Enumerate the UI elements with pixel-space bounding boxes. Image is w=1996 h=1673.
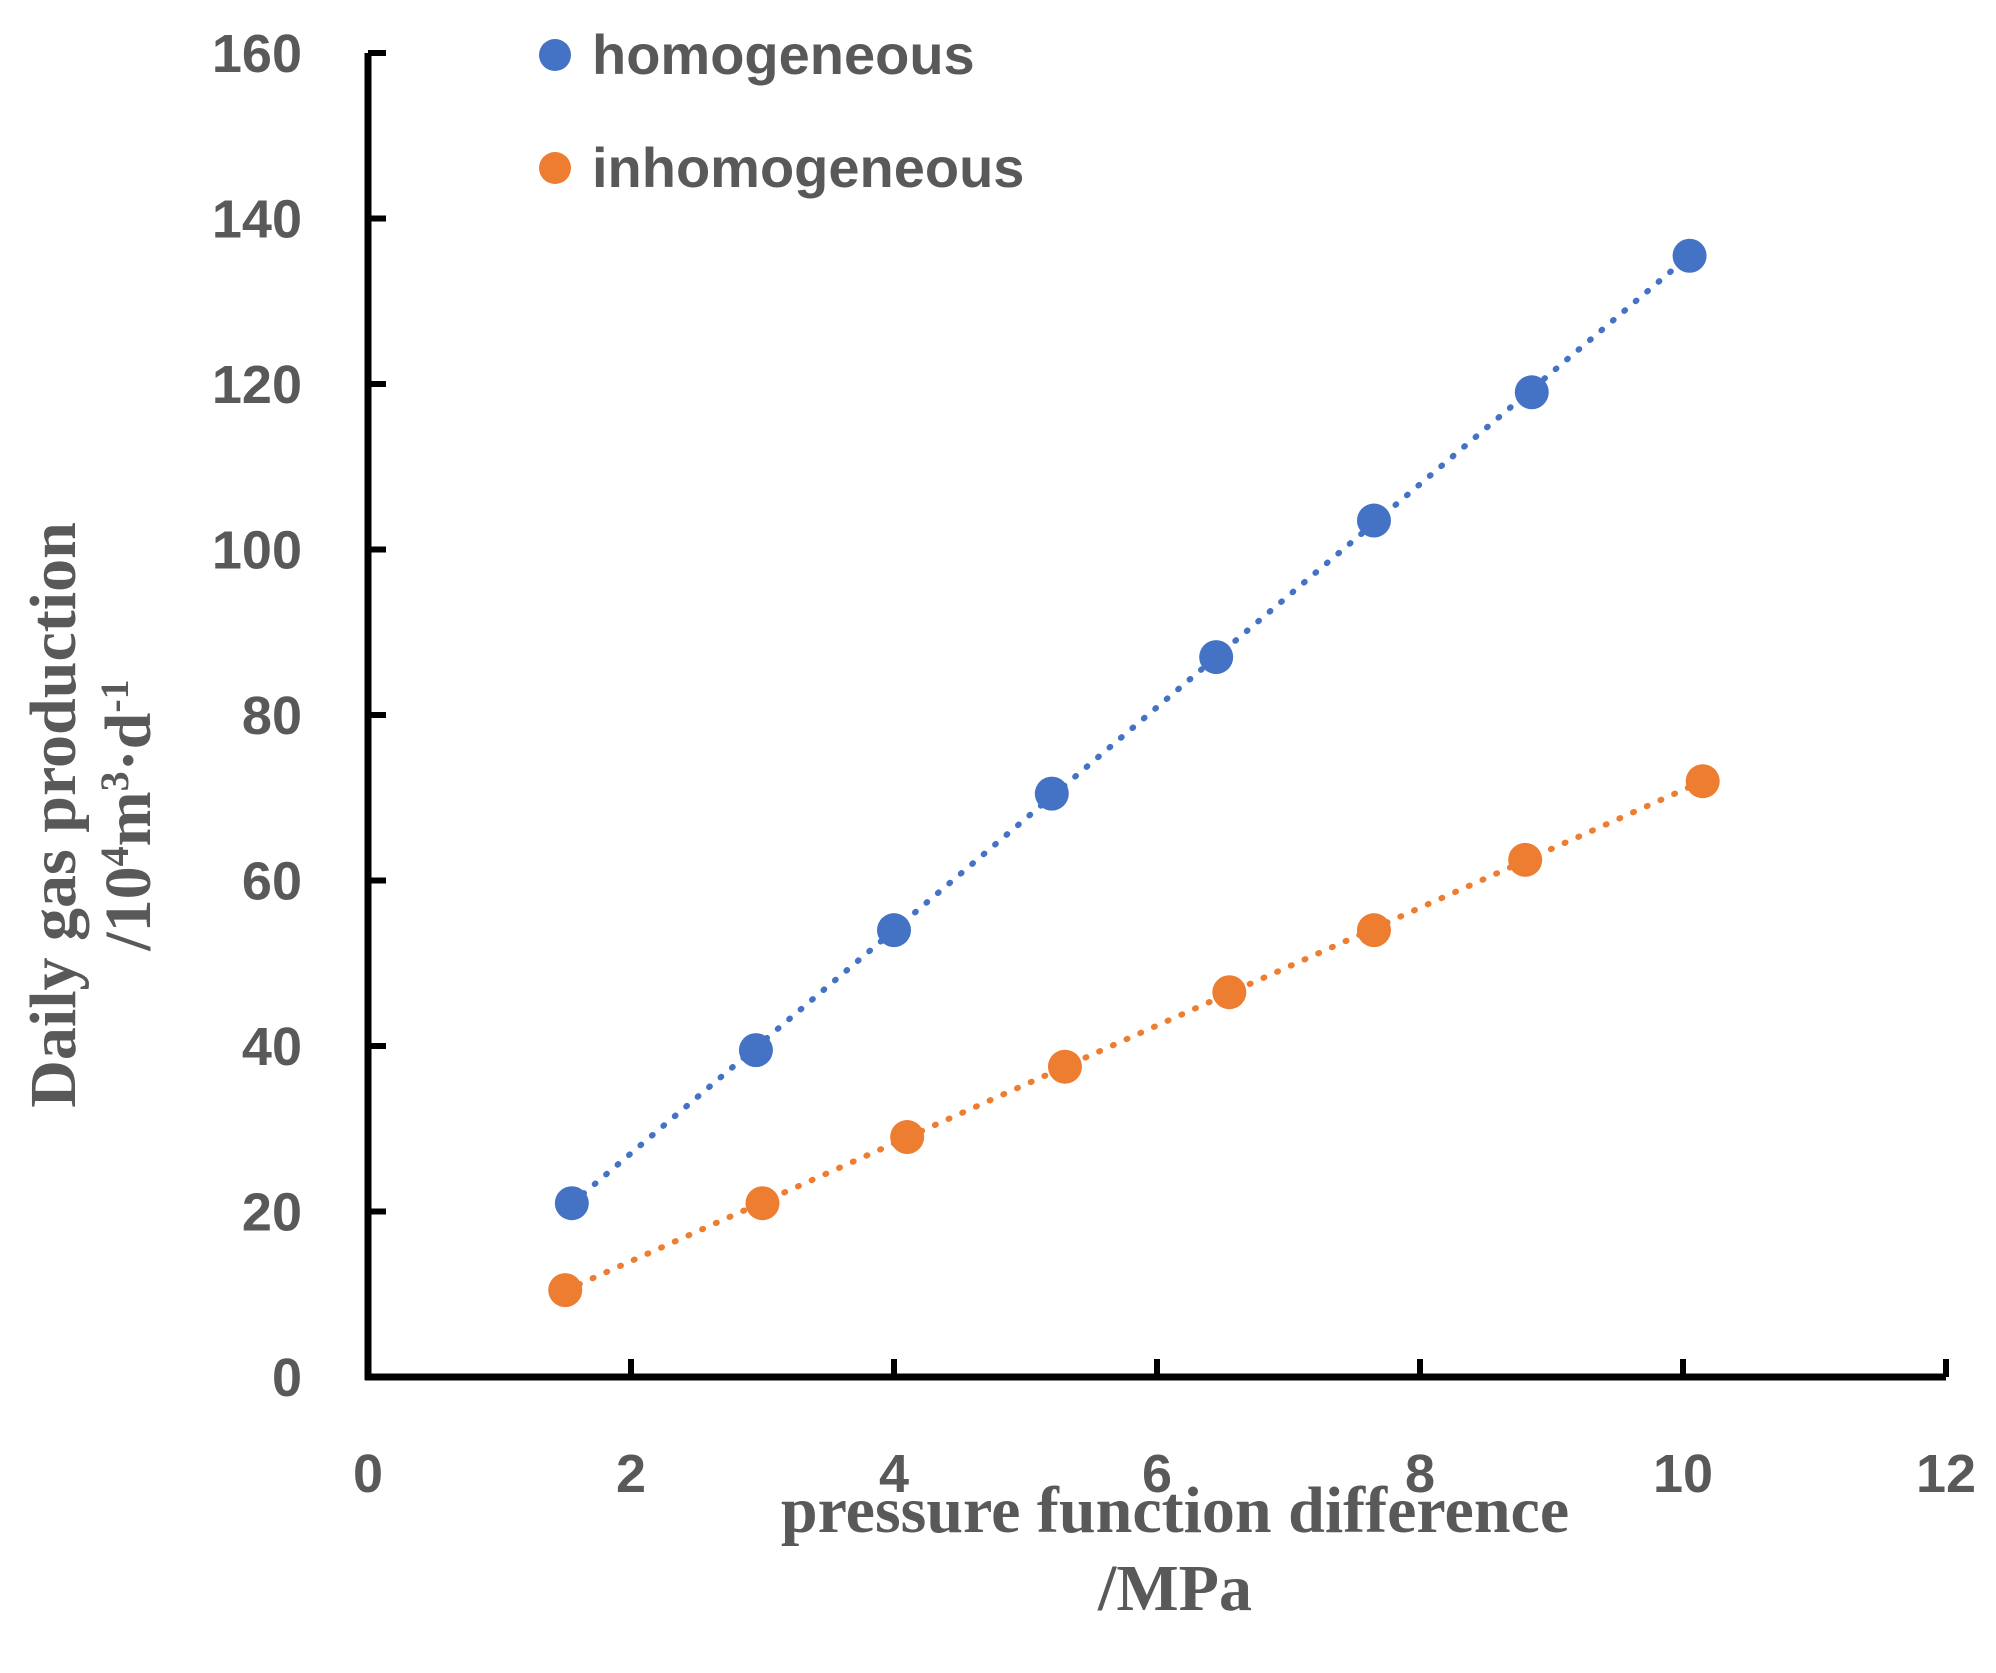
x-tick-label: 12 <box>1916 1444 1976 1504</box>
data-point-homogeneous <box>877 913 911 948</box>
y-unit-part: ·d <box>92 713 165 772</box>
y-tick-label: 80 <box>242 686 302 746</box>
y-tick-label: 140 <box>212 190 302 250</box>
data-point-inhomogeneous <box>745 1186 780 1221</box>
data-point-inhomogeneous <box>548 1273 583 1308</box>
y-tick-label: 0 <box>272 1348 302 1408</box>
x-tick-label: 10 <box>1653 1444 1713 1504</box>
data-point-homogeneous <box>554 1186 589 1221</box>
legend-label-inhomogeneous: inhomogeneous <box>592 136 1024 199</box>
legend-marker-homogeneous <box>539 39 571 71</box>
x-axis-title: pressure function difference <box>781 1474 1569 1547</box>
tick-labels: 0 20 40 60 80 100 120 140 160 0 2 4 6 8 10 12 <box>212 24 1976 1504</box>
y-tick-label: 100 <box>212 521 302 581</box>
y-tick-label: 120 <box>212 355 302 415</box>
legend-label-homogeneous: homogeneous <box>592 23 975 86</box>
y-unit-superscript: -1 <box>92 679 137 712</box>
y-tick-label: 160 <box>212 24 302 84</box>
trendlines <box>562 252 1706 1294</box>
data-point-homogeneous <box>1199 640 1234 675</box>
trendline-homogeneous <box>568 252 1693 1207</box>
legend: homogeneous inhomogeneous <box>539 23 1024 199</box>
y-unit-part: /10 <box>92 866 165 951</box>
y-unit-superscript: 3 <box>92 771 137 791</box>
data-point-homogeneous <box>1672 238 1707 273</box>
x-tick-label: 8 <box>1405 1444 1435 1504</box>
y-axis-unit: /104m3·d-1 <box>92 679 166 951</box>
x-axis-unit: /MPa <box>1097 1552 1252 1625</box>
data-point-inhomogeneous <box>1212 975 1247 1010</box>
data-point-homogeneous <box>1034 776 1069 811</box>
y-unit-superscript: 4 <box>92 846 137 866</box>
data-point-inhomogeneous <box>1685 764 1720 799</box>
y-axis-unit-group: /104m3·d-1 <box>92 679 166 951</box>
data-point-inhomogeneous <box>1508 842 1543 877</box>
data-point-inhomogeneous <box>1047 1049 1082 1084</box>
axes <box>364 53 1946 1381</box>
tick-marks <box>368 50 1949 1380</box>
y-tick-label: 40 <box>242 1017 302 1077</box>
data-point-homogeneous <box>738 1033 773 1068</box>
x-tick-label: 2 <box>616 1444 646 1504</box>
x-tick-label: 0 <box>353 1444 383 1504</box>
data-point-homogeneous <box>1356 503 1391 538</box>
data-point-homogeneous <box>1514 375 1549 410</box>
data-point-inhomogeneous <box>1356 913 1391 948</box>
x-tick-label: 6 <box>1142 1444 1172 1504</box>
data-point-inhomogeneous <box>890 1120 925 1155</box>
y-axis-title: Daily gas production <box>17 522 90 1108</box>
y-axis-title-group: Daily gas production <box>17 522 90 1108</box>
data-points <box>548 238 1720 1308</box>
legend-marker-inhomogeneous <box>539 152 571 184</box>
y-unit-part: m <box>92 791 165 846</box>
x-tick-label: 4 <box>879 1444 909 1504</box>
y-tick-label: 60 <box>242 852 302 912</box>
y-tick-label: 20 <box>242 1183 302 1243</box>
